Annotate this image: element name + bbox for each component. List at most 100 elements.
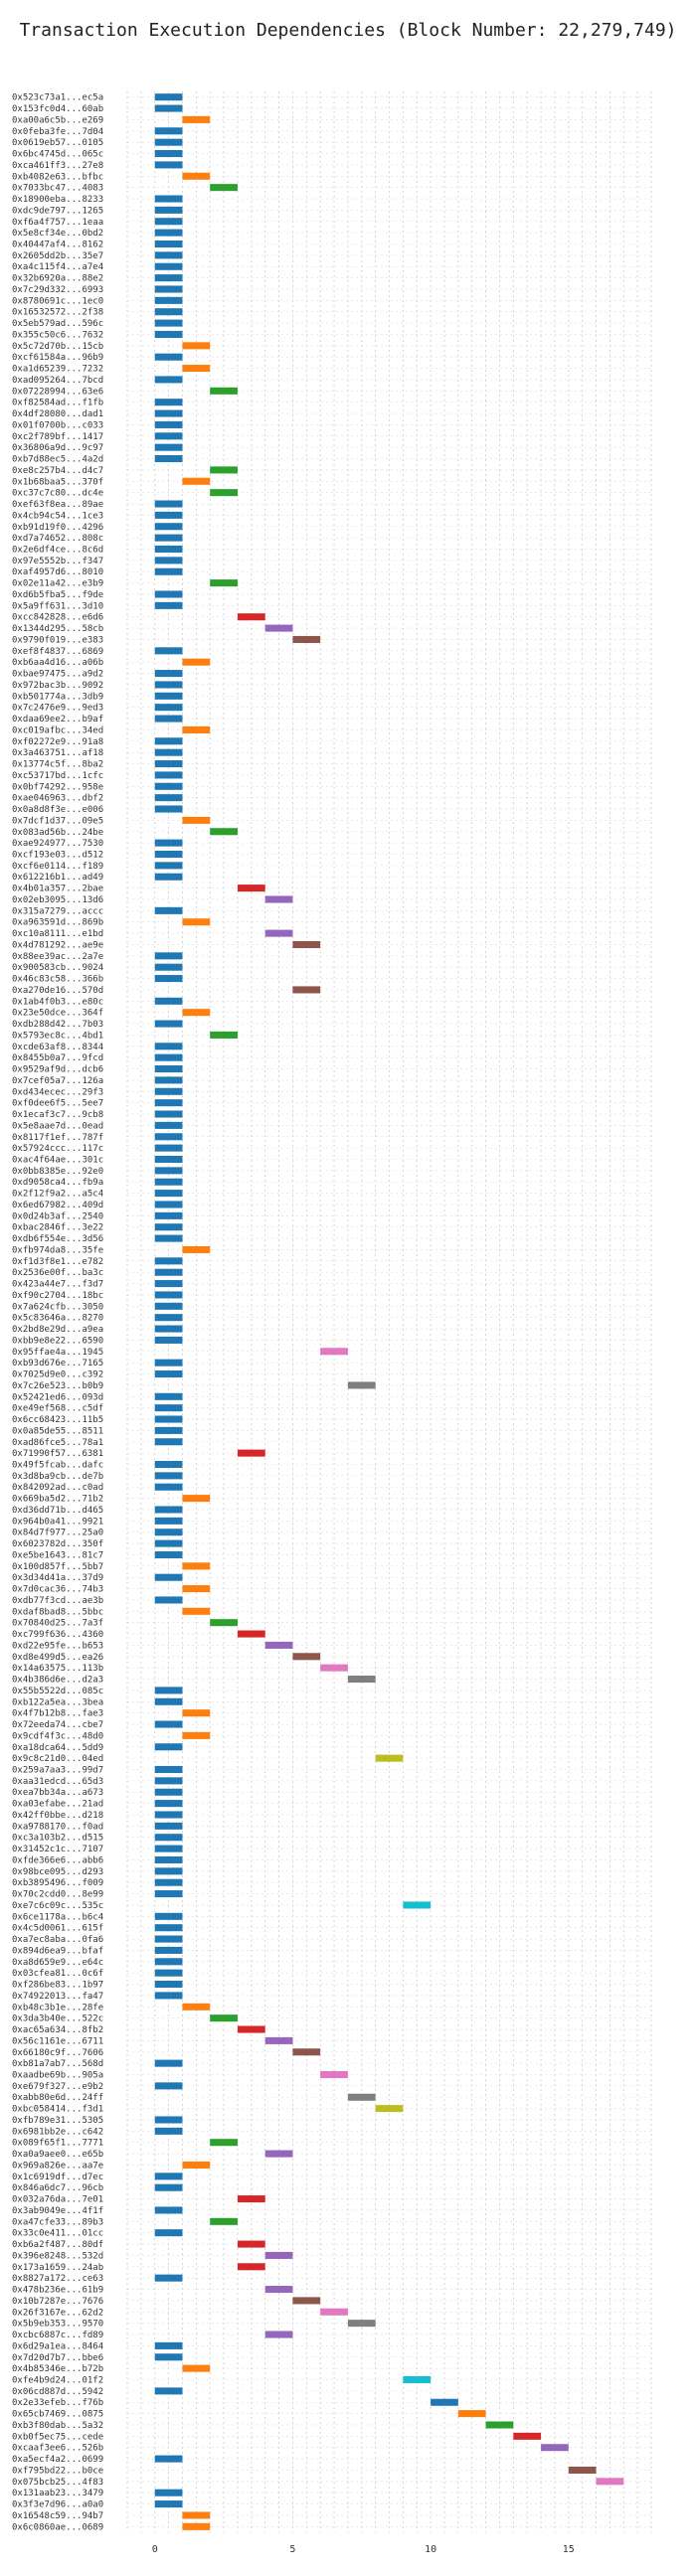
dependency-bar — [210, 2139, 238, 2147]
transaction-label: 0x71990f57...6381 — [12, 1449, 103, 1459]
dependency-bar — [237, 1449, 265, 1457]
transaction-label: 0x72eeda74...cbe7 — [12, 1720, 103, 1730]
dependency-bar — [154, 1404, 183, 1412]
dependency-bar — [154, 353, 183, 361]
dependency-bar — [264, 929, 293, 937]
dependency-bar — [154, 443, 183, 451]
dependency-bar — [375, 1754, 404, 1762]
dependency-bar — [154, 1155, 183, 1164]
transaction-label: 0x7cef05a7...126a — [12, 1076, 103, 1086]
dependency-bar — [154, 1291, 183, 1299]
dependency-bar — [154, 952, 183, 960]
dependency-bar — [182, 342, 211, 350]
transaction-label: 0xe7c6c09c...535c — [12, 1901, 103, 1911]
dependency-bar — [154, 2127, 183, 2135]
transaction-label: 0xf0dee6f5...5ee7 — [12, 1099, 103, 1109]
dependency-bar — [154, 330, 183, 338]
transaction-label: 0xad86fce5...78a1 — [12, 1438, 103, 1448]
transaction-label: 0x2536e00f...ba3c — [12, 1268, 103, 1278]
dependency-bar — [292, 1653, 321, 1661]
transaction-label: 0x5c83646a...8270 — [12, 1314, 103, 1324]
transaction-label: 0x964b0a41...9921 — [12, 1517, 103, 1527]
transaction-label: 0x3a463751...af18 — [12, 748, 103, 758]
dependency-bar — [154, 862, 183, 870]
transaction-label: 0x4b85346e...b72b — [12, 2364, 103, 2374]
transaction-label: 0x40447af4...8162 — [12, 241, 103, 250]
dependency-bar — [154, 93, 183, 101]
dependency-bar — [264, 2036, 293, 2044]
transaction-label: 0x70c2cdd0...8e99 — [12, 1890, 103, 1900]
dependency-bar — [154, 1144, 183, 1152]
transaction-label: 0x894d6ea9...bfaf — [12, 1946, 103, 1956]
transaction-label: 0xef63f8ea...89ae — [12, 500, 103, 510]
transaction-label: 0xb0f5ec75...cede — [12, 2432, 103, 2442]
dependency-bar — [154, 1573, 183, 1581]
transaction-label: 0x31452c1c...7107 — [12, 1845, 103, 1854]
transaction-label: 0x5793ec8c...4bd1 — [12, 1031, 103, 1041]
transaction-label: 0xaf4957d6...8010 — [12, 567, 103, 577]
transaction-label: 0xfb974da8...35fe — [12, 1245, 103, 1255]
transaction-label: 0x842092ad...c0ad — [12, 1483, 103, 1493]
dependency-bar — [154, 285, 183, 293]
dependency-bar — [154, 545, 183, 554]
dependency-bar — [154, 2229, 183, 2237]
transaction-label: 0x083ad56b...24be — [12, 828, 103, 838]
transaction-label: 0x13774c5f...8ba2 — [12, 760, 103, 770]
transaction-label: 0xa0a9aee0...e65b — [12, 2150, 103, 2160]
dependency-bar — [320, 1348, 348, 1356]
dependency-bar — [154, 2274, 183, 2282]
dependency-bar — [182, 2364, 211, 2372]
transaction-label: 0x97e5552b...f347 — [12, 557, 103, 566]
transaction-label: 0x5b9eb353...9570 — [12, 2320, 103, 2330]
dependency-bar — [154, 1426, 183, 1434]
transaction-label: 0xb93d676e...7165 — [12, 1359, 103, 1368]
transaction-label: 0x4df28080...dad1 — [12, 409, 103, 419]
transaction-label: 0xd9058ca4...fb9a — [12, 1178, 103, 1188]
dependency-bar — [154, 376, 183, 384]
transaction-label: 0x2e33efeb...f76b — [12, 2398, 103, 2408]
transaction-label: 0x0d24b3af...2540 — [12, 1211, 103, 1221]
dependency-bar — [541, 2444, 569, 2452]
transaction-label: 0x4f7b12b8...fae3 — [12, 1709, 103, 1719]
transaction-label: 0xb6aa4d16...a06b — [12, 658, 103, 668]
dependency-bar — [154, 127, 183, 135]
dependency-bar — [154, 1223, 183, 1231]
transaction-label: 0xb6a2f487...80df — [12, 2240, 103, 2250]
dependency-bar — [210, 579, 238, 587]
transaction-label: 0x49f5fcab...dafc — [12, 1461, 103, 1471]
transaction-label: 0x3f3e7d96...a0a0 — [12, 2500, 103, 2510]
transaction-label: 0x1ecaf3c7...9cb8 — [12, 1110, 103, 1120]
dependency-bar — [264, 2286, 293, 2294]
transaction-label: 0xf90c2704...18bc — [12, 1291, 103, 1301]
dependency-bar — [182, 1607, 211, 1615]
transaction-label: 0xb4082e63...bfbc — [12, 172, 103, 182]
dependency-bar — [154, 251, 183, 259]
dependency-bar — [154, 1257, 183, 1265]
dependency-bar — [154, 1472, 183, 1480]
dependency-bar — [154, 2183, 183, 2191]
dependency-bar — [182, 2522, 211, 2530]
transaction-label: 0xc2f789bf...1417 — [12, 432, 103, 442]
dependency-bar — [182, 2511, 211, 2519]
transaction-label: 0xa9788170...f0ad — [12, 1822, 103, 1832]
dependency-bar — [154, 161, 183, 169]
dependency-bar — [154, 296, 183, 304]
transaction-label: 0x6cc68423...11b5 — [12, 1415, 103, 1425]
transaction-label: 0x6ce1178a...b6c4 — [12, 1912, 103, 1922]
transaction-label: 0x669ba5d2...71b2 — [12, 1495, 103, 1505]
dependency-bar — [154, 1811, 183, 1819]
dependency-bar — [210, 2217, 238, 2225]
transaction-label: 0xf795bd22...b0ce — [12, 2466, 103, 2476]
transaction-label: 0x84d7f977...25a0 — [12, 1529, 103, 1538]
dependency-bar — [182, 2161, 211, 2169]
dependency-bar — [154, 1065, 183, 1073]
dependency-bar — [182, 1731, 211, 1739]
transaction-label: 0xa47cfe33...89b3 — [12, 2217, 103, 2227]
transaction-label: 0x36806a9d...9c97 — [12, 443, 103, 453]
transaction-label: 0xd434ecec...29f3 — [12, 1087, 103, 1097]
transaction-label: 0x26f3167e...62d2 — [12, 2308, 103, 2318]
transaction-label: 0xe49ef568...c5df — [12, 1404, 103, 1414]
transaction-label: 0x3da3b40e...522c — [12, 2014, 103, 2024]
x-tick-label: 0 — [152, 2544, 158, 2555]
transaction-label: 0x32b6920a...88e2 — [12, 274, 103, 284]
